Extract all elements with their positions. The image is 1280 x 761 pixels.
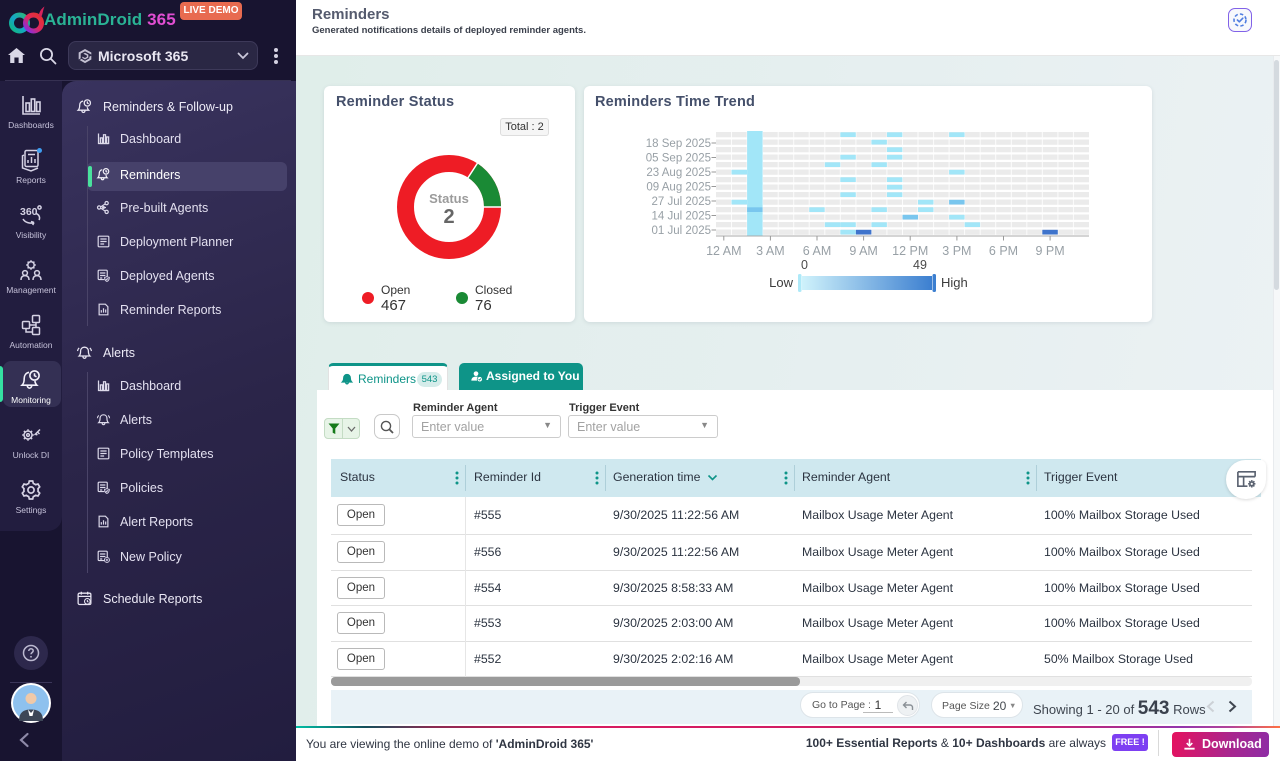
- svg-text:09 Aug 2025: 09 Aug 2025: [646, 182, 711, 194]
- svg-text:6 AM: 6 AM: [803, 244, 832, 258]
- svg-text:3 AM: 3 AM: [756, 244, 785, 258]
- svg-text:18 Sep 2025: 18 Sep 2025: [646, 138, 711, 150]
- svg-text:3 PM: 3 PM: [942, 244, 971, 258]
- svg-text:0: 0: [801, 258, 808, 272]
- svg-text:14 Jul 2025: 14 Jul 2025: [652, 211, 711, 223]
- svg-text:23 Aug 2025: 23 Aug 2025: [646, 167, 711, 179]
- svg-text:6 PM: 6 PM: [989, 244, 1018, 258]
- svg-text:2: 2: [443, 206, 454, 228]
- svg-text:12 AM: 12 AM: [706, 244, 741, 258]
- svg-text:05 Sep 2025: 05 Sep 2025: [646, 153, 711, 165]
- svg-text:High: High: [941, 275, 968, 290]
- svg-text:Status: Status: [429, 191, 469, 206]
- svg-text:9 PM: 9 PM: [1036, 244, 1065, 258]
- svg-text:49: 49: [913, 258, 927, 272]
- svg-text:01 Jul 2025: 01 Jul 2025: [652, 225, 711, 237]
- svg-text:360: 360: [20, 206, 38, 218]
- svg-text:27 Jul 2025: 27 Jul 2025: [652, 196, 711, 208]
- svg-text:Low: Low: [769, 275, 793, 290]
- svg-text:9 AM: 9 AM: [849, 244, 878, 258]
- svg-text:12 PM: 12 PM: [892, 244, 928, 258]
